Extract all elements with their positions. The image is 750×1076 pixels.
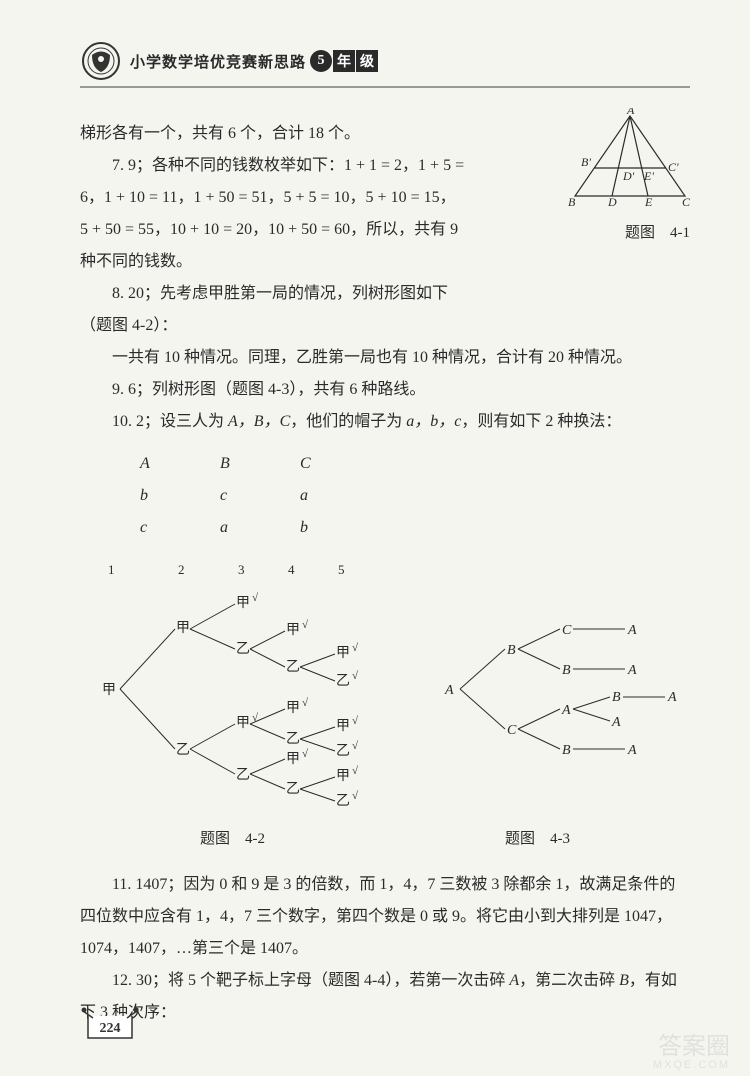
svg-text:甲: 甲 bbox=[236, 596, 250, 611]
caption-4-3: 题图 4-3 bbox=[505, 824, 570, 854]
hat-r0-0: b bbox=[140, 480, 220, 512]
page-number-badge: 224 bbox=[80, 1006, 140, 1046]
hat-r1-1: a bbox=[220, 512, 300, 544]
svg-text:甲: 甲 bbox=[286, 752, 300, 767]
tri-B: B bbox=[568, 195, 576, 209]
content-body: 梯形各有一个，共有 6 个，合计 18 个。 7. 9；各种不同的钱数枚举如下：… bbox=[80, 118, 690, 1029]
svg-text:√: √ bbox=[252, 712, 259, 724]
svg-text:甲: 甲 bbox=[102, 683, 116, 698]
svg-text:A: A bbox=[444, 683, 454, 698]
figure-4-3: A B C C B A B A A B A A A bbox=[430, 599, 690, 779]
svg-text:5: 5 bbox=[338, 562, 345, 577]
para-11: 11. 1407；因为 0 和 9 是 3 的倍数，而 1，4，7 三数被 3 … bbox=[80, 869, 690, 965]
caption-4-2: 题图 4-2 bbox=[200, 824, 265, 854]
svg-text:√: √ bbox=[252, 592, 259, 604]
para-3b: （题图 4-2）： bbox=[80, 310, 690, 342]
svg-text:乙: 乙 bbox=[336, 743, 350, 759]
svg-text:3: 3 bbox=[238, 562, 245, 577]
para-6: 10. 2；设三人为 A，B，C，他们的帽子为 a，b，c，则有如下 2 种换法… bbox=[80, 406, 690, 438]
logo-icon bbox=[80, 40, 122, 82]
para-5: 9. 6；列树形图（题图 4-3），共有 6 种路线。 bbox=[80, 374, 690, 406]
page-header: 小学数学培优竞赛新思路 5 年 级 bbox=[80, 40, 690, 88]
svg-text:乙: 乙 bbox=[286, 781, 300, 797]
svg-text:甲: 甲 bbox=[176, 621, 190, 636]
svg-text:B: B bbox=[612, 690, 621, 705]
header-title: 小学数学培优竞赛新思路 bbox=[130, 51, 306, 72]
svg-text:√: √ bbox=[352, 642, 359, 654]
hat-h-2: C bbox=[300, 448, 380, 480]
para-4: 一共有 10 种情况。同理，乙胜第一局也有 10 种情况，合计有 20 种情况。 bbox=[80, 342, 690, 374]
svg-text:C: C bbox=[562, 623, 572, 638]
svg-text:2: 2 bbox=[178, 562, 185, 577]
hat-r1-2: b bbox=[300, 512, 380, 544]
grade-number: 5 bbox=[310, 50, 332, 72]
para-2c: 5 + 50 = 55，10 + 10 = 20，10 + 50 = 60，所以… bbox=[80, 214, 540, 246]
para-12: 12. 30；将 5 个靶子标上字母（题图 4-4），若第一次击碎 A，第二次击… bbox=[80, 965, 690, 1029]
tri-E: E bbox=[644, 195, 653, 209]
svg-text:√: √ bbox=[302, 748, 309, 760]
svg-text:√: √ bbox=[352, 740, 359, 752]
hat-r1-0: c bbox=[140, 512, 220, 544]
svg-text:A: A bbox=[611, 715, 621, 730]
tri-Ep: E' bbox=[643, 169, 654, 183]
svg-text:√: √ bbox=[302, 697, 309, 709]
hat-r0-1: c bbox=[220, 480, 300, 512]
para-3a: 8. 20；先考虑甲胜第一局的情况，列树形图如下 bbox=[80, 278, 690, 310]
svg-text:乙: 乙 bbox=[286, 659, 300, 675]
svg-text:甲: 甲 bbox=[236, 716, 250, 731]
grade-text-2: 级 bbox=[356, 50, 378, 72]
watermark-url: MXQE.COM bbox=[653, 1059, 730, 1071]
svg-text:A: A bbox=[667, 690, 677, 705]
svg-text:224: 224 bbox=[100, 1021, 121, 1036]
svg-text:乙: 乙 bbox=[286, 731, 300, 747]
svg-text:甲: 甲 bbox=[286, 623, 300, 638]
grade-text-1: 年 bbox=[333, 50, 355, 72]
svg-text:B: B bbox=[507, 643, 516, 658]
grade-badge: 5 年 级 bbox=[310, 50, 378, 72]
svg-text:√: √ bbox=[352, 715, 359, 727]
hat-r0-2: a bbox=[300, 480, 380, 512]
svg-text:A: A bbox=[561, 703, 571, 718]
svg-text:甲: 甲 bbox=[286, 701, 300, 716]
hat-h-1: B bbox=[220, 448, 300, 480]
svg-text:B: B bbox=[562, 743, 571, 758]
svg-text:甲: 甲 bbox=[336, 719, 350, 734]
para-2b: 6，1 + 10 = 11，1 + 50 = 51，5 + 5 = 10，5 +… bbox=[80, 182, 540, 214]
watermark: 答案圈 bbox=[658, 1026, 730, 1061]
para-2d: 种不同的钱数。 bbox=[80, 246, 540, 278]
tri-C: C bbox=[682, 195, 691, 209]
svg-text:乙: 乙 bbox=[336, 793, 350, 809]
svg-text:乙: 乙 bbox=[336, 673, 350, 689]
svg-text:√: √ bbox=[352, 670, 359, 682]
svg-text:A: A bbox=[627, 623, 637, 638]
tri-D: D bbox=[607, 195, 617, 209]
svg-text:乙: 乙 bbox=[176, 742, 190, 758]
caption-4-1: 题图 4-1 bbox=[625, 218, 690, 248]
tri-Dp: D' bbox=[622, 169, 635, 183]
hat-table: A B C b c a c a b bbox=[140, 448, 690, 544]
svg-text:甲: 甲 bbox=[336, 769, 350, 784]
svg-text:A: A bbox=[627, 663, 637, 678]
para-2a: 7. 9；各种不同的钱数枚举如下：1 + 1 = 2，1 + 5 = bbox=[80, 150, 540, 182]
svg-text:1: 1 bbox=[108, 562, 115, 577]
svg-text:4: 4 bbox=[288, 562, 295, 577]
svg-text:C: C bbox=[507, 723, 517, 738]
tri-Bp: B' bbox=[581, 155, 591, 169]
hat-h-0: A bbox=[140, 448, 220, 480]
svg-text:√: √ bbox=[352, 765, 359, 777]
svg-text:甲: 甲 bbox=[336, 646, 350, 661]
svg-text:乙: 乙 bbox=[236, 767, 250, 783]
svg-text:B: B bbox=[562, 663, 571, 678]
tri-A: A bbox=[626, 108, 635, 117]
figure-4-2: 1 2 3 4 5 bbox=[80, 559, 390, 809]
svg-text:√: √ bbox=[302, 619, 309, 631]
tri-Cp: C' bbox=[668, 160, 679, 174]
svg-text:√: √ bbox=[352, 790, 359, 802]
figure-4-1: A B' C' D' E' B D E C bbox=[560, 108, 700, 218]
svg-text:A: A bbox=[627, 743, 637, 758]
svg-text:乙: 乙 bbox=[236, 641, 250, 657]
